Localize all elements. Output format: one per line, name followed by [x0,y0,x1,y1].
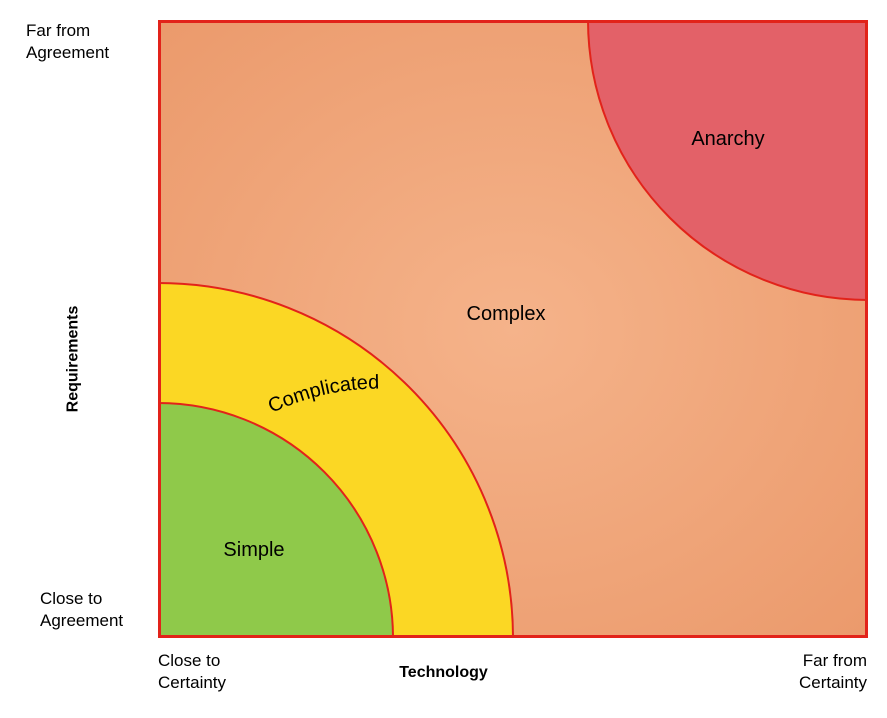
y-axis-low-label: Close to Agreement [40,588,123,632]
chart-area: Complex Anarchy Complicated Simple [158,20,868,638]
simple-label: Simple [223,539,284,561]
y-axis-label: Requirements [64,306,82,413]
x-axis-label: Technology [399,664,488,682]
x-axis-high-label: Far from Certainty [799,650,867,694]
complex-label: Complex [467,303,546,325]
x-axis-low-label: Close to Certainty [158,650,226,694]
stacey-matrix-diagram: Far from Agreement Requirements Close to… [0,0,887,718]
matrix-svg: Complex Anarchy Complicated Simple [158,20,868,638]
anarchy-label: Anarchy [691,128,764,150]
y-axis-high-label: Far from Agreement [26,20,109,64]
